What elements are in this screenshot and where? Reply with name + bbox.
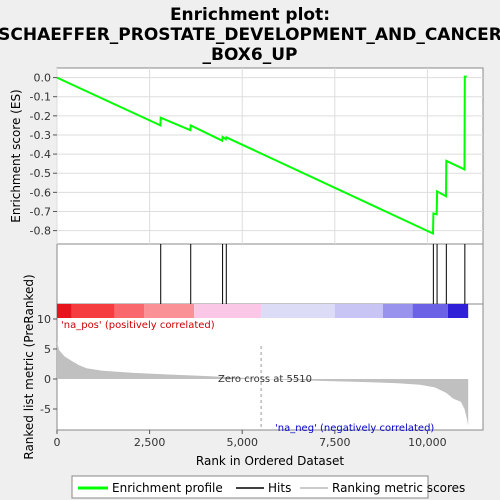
es-y-tick-label: -0.2 [30,110,51,123]
rank-y-tick-label: 0 [44,373,51,386]
es-y-axis-label: Enrichment score (ES) [9,89,23,222]
es-y-tick-label: -0.5 [30,167,51,180]
ranked-list-panel [56,303,484,431]
legend-ranking-label: Ranking metric scores [332,481,465,495]
legend-box [71,475,429,499]
es-y-tick-label: -0.1 [30,91,51,104]
rank-y-ticks: 10 5 0 -5 [37,313,57,416]
color-bar-segment [261,304,335,318]
color-bar-segment [382,304,413,318]
es-y-tick-label: -0.3 [30,129,51,142]
color-bar-segment [144,304,195,318]
color-bar-segment [57,304,72,318]
positive-correlation-label: 'na_pos' (positively correlated) [61,320,215,331]
x-axis-label: Rank in Ordered Dataset [196,454,344,468]
title-line-2: SCHAEFFER_PROSTATE_DEVELOPMENT_AND_CANCE… [0,25,500,45]
rank-y-tick-label: 5 [44,343,51,356]
es-y-ticks: 0.0 -0.1 -0.2 -0.3 -0.4 -0.5 -0.6 -0.7 -0.8 [30,72,57,238]
es-y-tick-label: -0.8 [30,225,51,238]
x-tick-label: 2,500 [134,436,166,449]
hit-markers [160,244,466,304]
es-y-tick-label: -0.7 [30,205,51,218]
rank-y-axis-label: Ranked list metric (PreRanked) [22,274,36,459]
rank-y-tick-label: 10 [37,313,51,326]
color-bar-segment [71,304,115,318]
es-y-tick-label: -0.4 [30,148,51,161]
ranked-color-bar [57,304,469,318]
title-line-1: Enrichment plot: [170,5,330,25]
color-bar-segment [334,304,383,318]
hits-panel [56,243,484,305]
zero-cross-label: Zero cross at 5510 [218,374,312,385]
es-panel [56,67,484,245]
color-bar-segment [412,304,448,318]
title-line-3: _BOX6_UP [202,45,297,65]
enrichment-profile-line [56,75,467,236]
x-tick-label: 5,000 [226,436,258,449]
x-axis-ticks: 0 2,500 5,000 7,500 10,000 [54,430,447,449]
legend-hits-label: Hits [268,481,291,495]
es-gridlines [56,68,483,244]
legend-enrichment-label: Enrichment profile [112,481,223,495]
x-tick-label: 10,000 [408,436,447,449]
negative-correlation-label: 'na_neg' (negatively correlated) [275,423,434,434]
es-y-tick-label: -0.6 [30,186,51,199]
x-tick-label: 0 [54,436,61,449]
color-bar-segment [447,304,469,318]
x-tick-label: 7,500 [319,436,351,449]
rank-y-tick-label: -5 [40,403,51,416]
legend: Enrichment profile Hits Ranking metric s… [71,475,465,499]
color-bar-segment [114,304,145,318]
color-bar-segment [194,304,262,318]
es-y-tick-label: 0.0 [34,72,52,85]
